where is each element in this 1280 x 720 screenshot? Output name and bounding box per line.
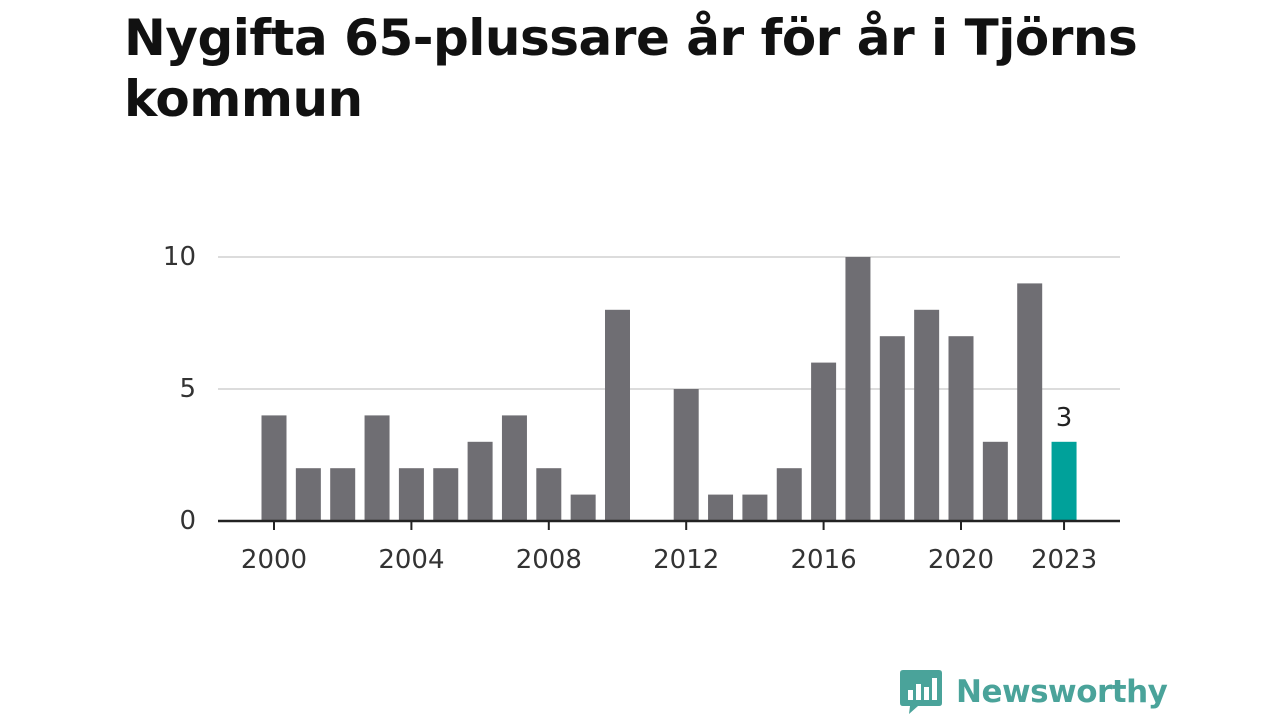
bar-2000 [261,415,287,521]
newsworthy-logo-icon [900,670,942,714]
bar-2019 [914,309,940,521]
x-tick-label-2020: 2020 [928,545,994,575]
x-tick-label-2012: 2012 [653,545,719,575]
bar-2007 [501,415,527,521]
bar-2014 [742,494,768,521]
y-tick-label-5: 5 [179,374,196,404]
x-tick-label-2016: 2016 [791,545,857,575]
bar-2005 [433,468,459,521]
bar-2022 [1017,283,1043,521]
bar-2009 [570,494,596,521]
bars [261,257,1077,521]
bar-2020 [948,336,974,521]
x-tick-label-2023: 2023 [1031,545,1097,575]
bar-2016 [811,362,837,521]
bar-2013 [708,494,734,521]
bar-2015 [776,468,802,521]
labels: 0 5 10 3 2000 2004 2008 2012 2016 2020 2023 [163,242,1097,575]
bar-2008 [536,468,562,521]
bar-2023 [1051,441,1077,521]
bar-2021 [982,441,1008,521]
chart-title: Nygifta 65-plussare år för år i Tjörns k… [124,9,1138,128]
y-tick-label-0: 0 [179,506,196,536]
data-label-2023: 3 [1056,403,1073,433]
gridlines [218,256,1120,390]
bar-2006 [467,441,493,521]
bar-2001 [295,468,321,521]
bar-2010 [605,309,630,521]
axes [218,519,1120,530]
bar-2018 [879,336,905,521]
y-tick-label-10: 10 [163,242,196,272]
x-tick-label-2008: 2008 [516,545,582,575]
bar-2017 [845,257,871,521]
bar-2004 [398,468,424,521]
bar-2012 [673,389,699,521]
bar-2003 [364,415,390,521]
brand-name: Newsworthy [956,674,1168,710]
x-tick-label-2004: 2004 [378,545,444,575]
bar-2002 [330,468,356,521]
x-tick-label-2000: 2000 [241,545,307,575]
newsworthy-logo[interactable]: Newsworthy [900,670,1168,714]
